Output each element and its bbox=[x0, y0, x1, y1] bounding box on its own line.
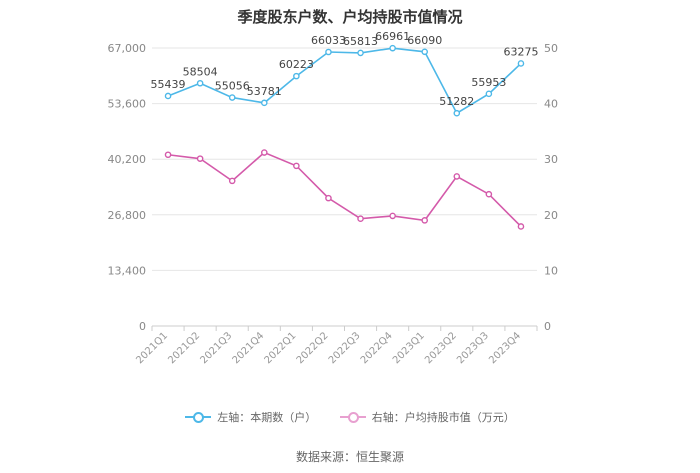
x-tick-label: 2023Q4 bbox=[487, 330, 523, 366]
legend: 左轴：本期数（户） 右轴：户均持股市值（万元） bbox=[0, 409, 700, 425]
x-tick-label: 2021Q3 bbox=[198, 330, 234, 366]
y-right-tick-label: 10 bbox=[544, 264, 558, 277]
data-label-households: 60223 bbox=[279, 58, 314, 71]
y-left-tick-label: 0 bbox=[139, 320, 146, 333]
x-tick-label: 2023Q3 bbox=[455, 330, 491, 366]
data-point-avg-value bbox=[293, 162, 300, 170]
legend-label-avg-value: 右轴：户均持股市值（万元） bbox=[371, 411, 515, 424]
legend-item-households[interactable]: 左轴：本期数（户） bbox=[185, 409, 316, 425]
chart-title: 季度股东户数、户均持股市值情况 bbox=[237, 8, 463, 26]
data-point-households bbox=[196, 79, 204, 87]
data-point-households bbox=[260, 99, 268, 107]
data-point-avg-value bbox=[260, 149, 268, 156]
y-right-tick-label: 0 bbox=[544, 320, 551, 333]
x-tick-label: 2021Q4 bbox=[231, 330, 267, 366]
data-label-households: 66961 bbox=[375, 30, 410, 43]
x-tick-label: 2021Q2 bbox=[166, 330, 202, 366]
data-label-households: 55056 bbox=[215, 80, 250, 93]
data-point-avg-value bbox=[389, 212, 396, 220]
y-left-tick-label: 40,200 bbox=[108, 153, 147, 166]
legend-swatch-households bbox=[185, 412, 212, 423]
y-left-tick-label: 67,000 bbox=[108, 42, 147, 55]
data-point-avg-value bbox=[517, 223, 525, 230]
series-line-avg-value bbox=[167, 151, 522, 228]
y-left-tick-label: 26,800 bbox=[108, 209, 147, 222]
data-point-households bbox=[485, 90, 493, 98]
data-label-households: 55439 bbox=[151, 78, 186, 91]
data-label-households: 51282 bbox=[439, 95, 474, 108]
x-tick-label: 2023Q2 bbox=[423, 330, 459, 366]
data-point-avg-value bbox=[196, 155, 204, 162]
data-point-avg-value bbox=[453, 173, 461, 180]
data-point-households bbox=[421, 48, 429, 56]
data-point-avg-value bbox=[228, 177, 236, 185]
data-source: 数据来源：恒生聚源 bbox=[295, 450, 404, 464]
data-label-households: 66033 bbox=[311, 34, 346, 47]
data-point-households bbox=[357, 49, 364, 57]
data-label-households: 66090 bbox=[407, 34, 442, 47]
data-point-avg-value bbox=[485, 190, 493, 198]
data-label-households: 63275 bbox=[503, 45, 538, 58]
y-right-tick-label: 30 bbox=[544, 153, 558, 166]
data-point-households bbox=[325, 48, 332, 56]
data-label-households: 53781 bbox=[247, 85, 282, 98]
data-point-avg-value bbox=[357, 215, 364, 222]
data-point-households bbox=[389, 44, 396, 52]
series-line-households bbox=[167, 47, 522, 115]
data-label-households: 55953 bbox=[471, 76, 506, 89]
x-tick-label: 2023Q1 bbox=[391, 330, 427, 366]
x-tick-label: 2022Q2 bbox=[295, 330, 331, 366]
data-point-avg-value bbox=[164, 151, 172, 159]
y-left-tick-label: 13,400 bbox=[108, 264, 147, 277]
legend-item-avg-value[interactable]: 右轴：户均持股市值（万元） bbox=[339, 409, 515, 425]
legend-label-households: 左轴：本期数（户） bbox=[217, 411, 317, 424]
x-tick-label: 2022Q3 bbox=[327, 330, 363, 366]
data-point-avg-value bbox=[421, 217, 429, 224]
x-tick-label: 2021Q1 bbox=[134, 330, 170, 366]
x-tick-label: 2022Q4 bbox=[359, 330, 395, 366]
data-point-households bbox=[164, 92, 172, 100]
legend-swatch-avg-value bbox=[339, 412, 366, 423]
y-right-tick-label: 50 bbox=[544, 42, 558, 55]
y-right-tick-label: 40 bbox=[544, 98, 558, 111]
data-label-households: 65813 bbox=[343, 35, 378, 48]
data-point-households bbox=[517, 60, 525, 67]
data-point-households bbox=[453, 109, 461, 117]
y-right-tick-label: 20 bbox=[544, 209, 558, 222]
x-tick-label: 2022Q1 bbox=[263, 330, 299, 366]
y-left-tick-label: 53,600 bbox=[108, 98, 147, 111]
data-point-households bbox=[293, 72, 300, 80]
data-label-households: 58504 bbox=[183, 65, 218, 78]
data-point-avg-value bbox=[325, 194, 332, 202]
data-point-households bbox=[228, 94, 236, 101]
